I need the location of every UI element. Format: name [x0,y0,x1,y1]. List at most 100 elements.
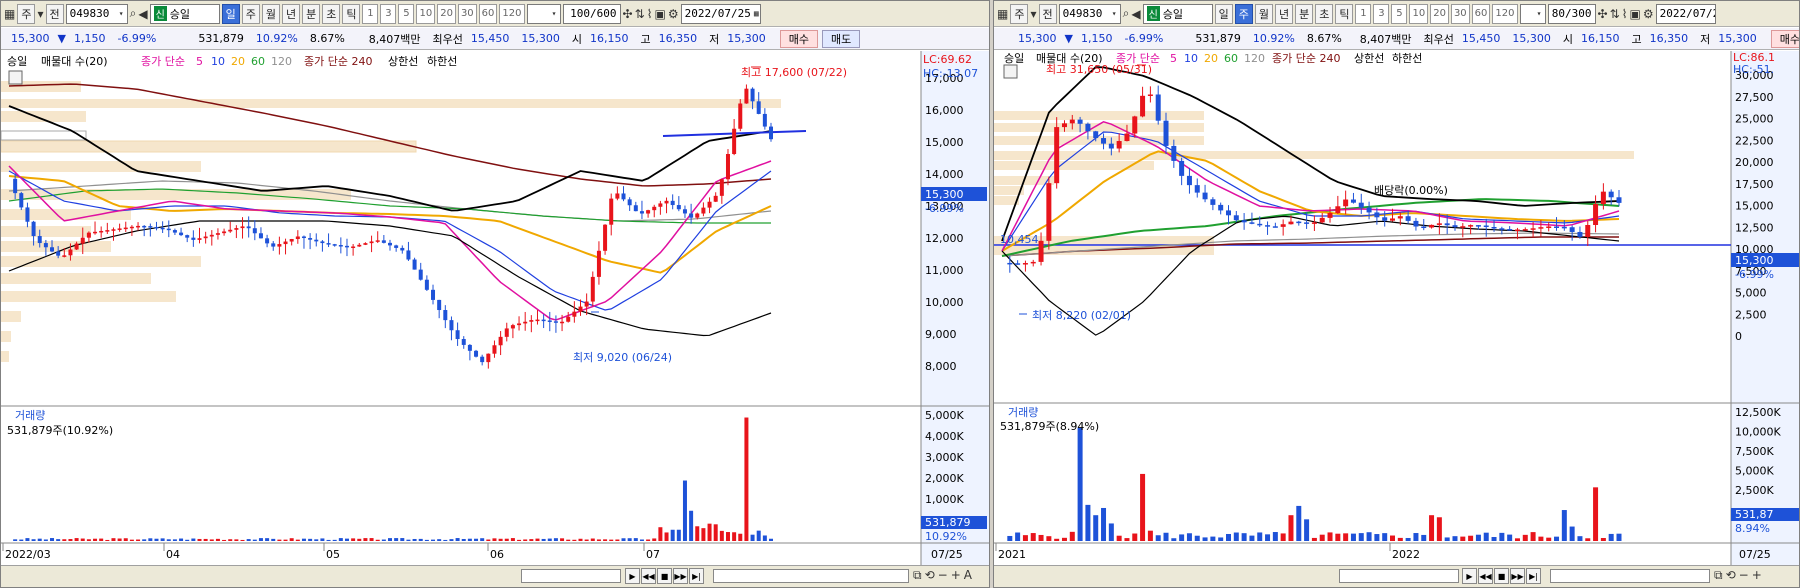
plus-icon[interactable]: + [1751,568,1762,582]
scroll-track[interactable] [521,569,621,583]
gear-icon[interactable]: ⚙ [667,6,679,21]
speaker-icon[interactable]: ◀ [138,6,148,21]
interval-5[interactable]: 5 [1391,3,1408,24]
period-second[interactable]: 초 [322,3,341,24]
pattern-icon[interactable]: ⌇ [1621,6,1628,21]
period-year[interactable]: 년 [281,3,301,24]
layout-icon[interactable]: ▦ [4,6,16,21]
interval-20[interactable]: 20 [1430,3,1449,24]
period-minute[interactable]: 분 [1295,3,1314,24]
buy-button[interactable]: 매수 [779,29,819,48]
prev-button[interactable]: 전 [45,3,64,24]
interval-30[interactable]: 30 [1450,3,1470,24]
mode-select[interactable]: 주 [17,3,36,24]
speaker-icon[interactable]: ◀ [1131,6,1141,21]
play-icon[interactable]: ▶ [1462,568,1477,584]
rewind-icon[interactable]: ◀◀ [1478,568,1493,584]
save-icon[interactable]: ▣ [654,6,666,21]
minus-icon[interactable]: − [937,568,948,582]
stock-code-input[interactable]: 049830 ▾ [65,3,128,24]
scroll-track[interactable] [1339,569,1459,583]
buy-button[interactable]: 매수 [1770,29,1799,48]
period-year[interactable]: 년 [1274,3,1294,24]
zoom-track[interactable] [713,569,909,583]
search-icon[interactable]: ⌕ [129,6,137,20]
rewind-icon[interactable]: ◀◀ [641,568,656,584]
stop-icon[interactable]: ■ [657,568,672,584]
interval-30[interactable]: 30 [457,3,477,24]
save-icon[interactable]: ▣ [1629,6,1641,21]
interval-1[interactable]: 1 [362,3,379,24]
interval-3[interactable]: 3 [380,3,397,24]
restore-icon[interactable]: ⟲ [924,568,935,582]
chart-type-icon[interactable]: ⇅ [1609,6,1620,21]
period-day[interactable]: 일 [221,3,240,24]
interval-120[interactable]: 120 [1492,3,1518,24]
gear-icon[interactable]: ⚙ [1642,6,1654,21]
interval-120[interactable]: 120 [499,3,525,24]
daily-chart-canvas[interactable]: 17,000 16,000 15,000 14,000 13,000 12,000 11,0… [1,51,989,565]
restore-icon[interactable]: ⟲ [1725,568,1736,582]
period-tick[interactable]: 틱 [342,3,361,24]
copy-icon[interactable]: ⧉ [913,568,922,582]
volume-bar [50,538,55,541]
interval-60[interactable]: 60 [478,3,498,24]
forward-icon[interactable]: ▶▶ [673,568,688,584]
volume-bar [578,538,583,541]
period-month[interactable]: 월 [1254,3,1273,24]
period-day[interactable]: 일 [1214,3,1233,24]
custom-interval-input[interactable]: ▾ [526,3,561,24]
period-minute[interactable]: 분 [302,3,321,24]
volume-bar [209,539,214,541]
volume-tick: 1,000K [925,493,964,506]
calendar-icon[interactable] [8,70,23,85]
pattern-icon[interactable]: ⌇ [646,6,653,21]
date-input[interactable]: 2022/07/25 ▦ [680,3,761,24]
stock-name-field[interactable]: 신 승일 [149,3,220,24]
crosshair-icon[interactable]: ✣ [622,6,633,21]
prev-button[interactable]: 전 [1038,3,1057,24]
chart-type-icon[interactable]: ⇅ [634,6,645,21]
end-icon[interactable]: ▶| [1526,568,1541,584]
custom-interval-input[interactable]: ▾ [1519,3,1546,24]
interval-5[interactable]: 5 [398,3,415,24]
stock-code-input[interactable]: 049830 ▾ [1058,3,1121,24]
period-week[interactable]: 주 [1234,3,1253,24]
font-icon[interactable]: A [963,568,972,582]
layout-icon[interactable]: ▦ [997,6,1009,21]
candle-body [633,205,638,212]
interval-1[interactable]: 1 [1355,3,1372,24]
stock-name-field[interactable]: 신 승일 [1142,3,1213,24]
candle-body [111,229,116,231]
bar-count-input[interactable]: 100/600 [562,3,621,24]
end-icon[interactable]: ▶| [689,568,704,584]
bar-count-input[interactable]: 80/300 [1547,3,1596,24]
date-input[interactable]: 2022/07/25 [1655,3,1716,24]
copy-icon[interactable]: ⧉ [1714,568,1723,582]
interval-10[interactable]: 10 [416,3,436,24]
interval-60[interactable]: 60 [1471,3,1491,24]
period-week[interactable]: 주 [241,3,260,24]
forward-icon[interactable]: ▶▶ [1510,568,1525,584]
play-icon[interactable]: ▶ [625,568,640,584]
sell-button[interactable]: 매도 [822,29,861,48]
minus-icon[interactable]: − [1738,568,1749,582]
calendar-icon[interactable] [1003,64,1018,79]
interval-20[interactable]: 20 [437,3,456,24]
zoom-track[interactable] [1550,569,1710,583]
crosshair-icon[interactable]: ✣ [1597,6,1608,21]
mode-select[interactable]: 주 [1010,3,1029,24]
plus-icon[interactable]: + [950,568,961,582]
weekly-chart-canvas[interactable]: 30,000 27,500 25,000 22,500 20,000 17,500 15,0… [994,51,1799,565]
interval-3[interactable]: 3 [1373,3,1390,24]
period-month[interactable]: 월 [261,3,280,24]
chevron-down-icon[interactable]: ▾ [1030,6,1037,21]
interval-10[interactable]: 10 [1409,3,1429,24]
period-tick[interactable]: 틱 [1335,3,1354,24]
candle-body [222,231,227,234]
high-label: 고 [640,32,651,46]
chevron-down-icon[interactable]: ▾ [37,6,44,21]
stop-icon[interactable]: ■ [1494,568,1509,584]
search-icon[interactable]: ⌕ [1122,6,1130,20]
period-second[interactable]: 초 [1315,3,1334,24]
